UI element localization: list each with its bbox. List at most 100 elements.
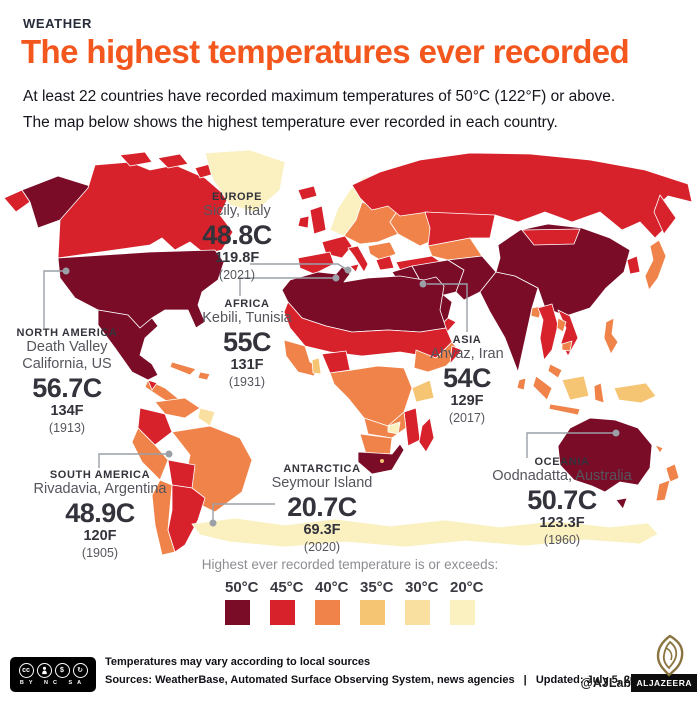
island-java bbox=[548, 403, 581, 416]
leader-oceania bbox=[526, 432, 613, 458]
country-malaysia bbox=[547, 363, 563, 379]
callout-temp-f: 129F bbox=[450, 393, 484, 409]
leader-north-america bbox=[43, 270, 66, 328]
callout-region: EUROPE bbox=[211, 191, 263, 203]
leader-dot-africa bbox=[332, 274, 340, 282]
island-sicily bbox=[349, 263, 360, 273]
country-sri-lanka bbox=[516, 377, 527, 391]
region-myanmar-thailand bbox=[537, 303, 559, 361]
country-australia bbox=[557, 417, 653, 493]
leader-antarctica bbox=[212, 503, 275, 521]
country-nigeria bbox=[321, 350, 351, 374]
subtitle-line-1: At least 22 countries have recorded maxi… bbox=[23, 88, 616, 105]
country-mexico bbox=[97, 309, 159, 381]
cc-icons: cc $ ↻ bbox=[18, 663, 88, 678]
country-hispaniola bbox=[197, 371, 211, 381]
legend-item: 35°C bbox=[360, 579, 394, 625]
updated-text: Updated: July 5, 2023 bbox=[535, 674, 649, 686]
callout-antarctica: ANTARCTICA Seymour Island 20.7C 69.3F (2… bbox=[252, 463, 392, 555]
callout-north-america: NORTH AMERICA Death Valley California, U… bbox=[8, 327, 126, 436]
region-balkans bbox=[367, 241, 397, 261]
legend-swatch bbox=[405, 600, 430, 625]
legend-row: 50°C 45°C 40°C 35°C 30°C 20°C bbox=[0, 579, 700, 625]
country-argentina bbox=[167, 484, 206, 553]
legend-title: Highest ever recorded temperature is or … bbox=[201, 557, 499, 572]
callout-region: ASIA bbox=[452, 334, 482, 346]
country-colombia bbox=[137, 407, 173, 446]
country-laos bbox=[556, 317, 567, 333]
legend: Highest ever recorded temperature is or … bbox=[0, 557, 700, 625]
callout-location: Oodnadatta, Australia bbox=[492, 468, 632, 484]
callout-year: (2020) bbox=[303, 540, 341, 554]
legend-label: 50°C bbox=[225, 579, 259, 596]
callout-year: (1931) bbox=[228, 375, 266, 389]
callout-year: (1960) bbox=[543, 533, 581, 547]
country-ghana bbox=[311, 357, 322, 375]
leader-europe bbox=[250, 263, 347, 270]
country-cambodia bbox=[561, 340, 573, 352]
callout-year: (2017) bbox=[448, 411, 486, 425]
callout-location: Rivadavia, Argentina bbox=[33, 481, 167, 497]
callout-region: SOUTH AMERICA bbox=[49, 469, 151, 481]
callout-temp-c: 48.9C bbox=[65, 498, 135, 528]
country-venezuela bbox=[154, 397, 201, 419]
arctic-island bbox=[119, 151, 153, 167]
page-title: The highest temperatures ever recorded bbox=[21, 33, 630, 70]
callout-temp-f: 134F bbox=[50, 403, 84, 419]
subtitle-line-2: The map below shows the highest temperat… bbox=[23, 114, 558, 131]
leader-dot-south-america bbox=[165, 450, 173, 458]
region-east-africa bbox=[411, 379, 435, 403]
legend-label: 20°C bbox=[450, 579, 484, 596]
callout-temp-c: 48.8C bbox=[202, 220, 272, 250]
callout-location: Seymour Island bbox=[271, 475, 373, 491]
country-japan bbox=[644, 239, 667, 291]
island-borneo bbox=[561, 375, 590, 401]
callout-temp-c: 54C bbox=[442, 363, 492, 393]
legend-item: 30°C bbox=[405, 579, 439, 625]
legend-swatch bbox=[450, 600, 475, 625]
callout-temp-f: 120F bbox=[83, 528, 117, 544]
footer-sources: Sources: WeatherBase, Automated Surface … bbox=[105, 674, 648, 686]
legend-item: 50°C bbox=[225, 579, 259, 625]
country-united-kingdom bbox=[309, 205, 327, 235]
island-new-caledonia bbox=[654, 444, 664, 454]
leader-south-america bbox=[98, 453, 166, 468]
country-iceland bbox=[297, 185, 318, 201]
callout-region: OCEANIA bbox=[534, 456, 590, 468]
country-zambia bbox=[387, 421, 401, 435]
callout-south-america: SOUTH AMERICA Rivadavia, Argentina 48.9C… bbox=[25, 469, 175, 561]
callout-temp-c: 56.7C bbox=[32, 373, 102, 403]
footer: cc $ ↻ BY NC SA Temperatures may vary ac… bbox=[0, 634, 700, 701]
country-philippines bbox=[603, 317, 619, 355]
legend-swatch bbox=[270, 600, 295, 625]
country-somalia bbox=[449, 345, 463, 365]
cc-sa-icon: ↻ bbox=[72, 663, 88, 678]
leader-dot-north-america bbox=[62, 267, 70, 275]
callout-temp-f: 123.3F bbox=[539, 515, 585, 531]
country-ireland bbox=[297, 215, 310, 229]
country-greenland bbox=[204, 150, 286, 213]
island-sumatra bbox=[532, 375, 553, 401]
legend-item: 20°C bbox=[450, 579, 484, 625]
ajlabs-credit: @AJLabs bbox=[580, 676, 638, 690]
sources-separator: | bbox=[523, 674, 527, 686]
cc-letters: BY NC SA bbox=[19, 680, 87, 686]
leader-asia bbox=[427, 283, 468, 332]
region-afghanistan-pakistan bbox=[447, 255, 497, 301]
cc-by-icon bbox=[36, 663, 52, 678]
country-china bbox=[495, 223, 631, 317]
country-new-zealand-north bbox=[665, 463, 680, 483]
leader-africa bbox=[239, 277, 333, 296]
country-korea bbox=[626, 255, 641, 275]
callout-temp-c: 50.7C bbox=[527, 485, 597, 515]
country-lesotho bbox=[380, 459, 384, 463]
legend-item: 40°C bbox=[315, 579, 349, 625]
arctic-island bbox=[157, 153, 189, 169]
continent-antarctica bbox=[191, 517, 659, 548]
leader-dot-asia bbox=[419, 280, 427, 288]
country-canada bbox=[57, 161, 234, 259]
callout-europe: EUROPE Sicily, Italy 48.8C 119.8F (2021) bbox=[177, 191, 297, 283]
callout-year: (1905) bbox=[81, 546, 119, 560]
choropleth-map-svg bbox=[3, 150, 693, 556]
country-chile bbox=[151, 479, 176, 556]
